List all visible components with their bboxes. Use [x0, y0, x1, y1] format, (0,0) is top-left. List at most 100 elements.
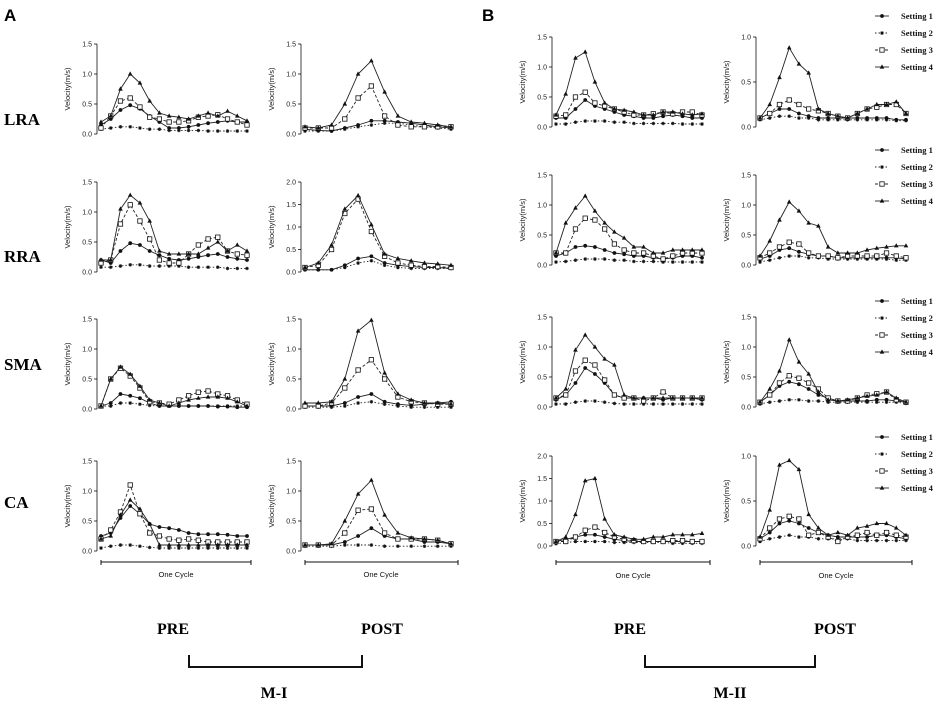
data-point — [893, 395, 899, 400]
data-point — [563, 112, 569, 118]
data-point — [573, 120, 578, 124]
legend-label: Setting 2 — [901, 449, 933, 459]
data-point — [865, 400, 869, 404]
data-point — [680, 395, 685, 400]
data-point — [758, 539, 762, 544]
data-point — [435, 537, 441, 542]
y-tick-label: 1.5 — [286, 458, 296, 465]
data-point — [215, 234, 221, 240]
legend-marker — [880, 165, 884, 169]
chart-sma-pre-m1: 0.0 0.5 1.0 1.5 Velocity(m/s) — [63, 316, 250, 413]
series-line — [759, 399, 907, 405]
data-point — [582, 527, 588, 533]
data-point — [147, 530, 153, 536]
legend-marker — [879, 64, 885, 69]
data-point — [874, 101, 880, 107]
data-point — [186, 536, 192, 542]
data-point — [884, 520, 889, 526]
y-tick-label: 0.5 — [286, 101, 296, 108]
series-setting-4 — [757, 337, 909, 404]
data-point — [903, 110, 909, 116]
data-point — [369, 222, 374, 227]
series-line — [305, 359, 451, 407]
data-point — [884, 389, 889, 394]
data-point — [671, 260, 675, 264]
data-point — [699, 530, 705, 535]
data-point — [767, 101, 773, 107]
data-point — [167, 546, 171, 550]
data-point — [382, 370, 387, 375]
data-point — [592, 362, 598, 368]
data-point — [329, 122, 334, 127]
data-point — [147, 397, 152, 402]
data-point — [156, 257, 163, 263]
y-tick-label: 0.0 — [82, 548, 92, 555]
data-point — [825, 244, 831, 249]
legend-item: Setting 3 — [875, 179, 933, 189]
data-point — [137, 80, 143, 85]
data-point — [806, 526, 811, 530]
data-point — [157, 248, 162, 253]
series-line — [100, 97, 248, 129]
data-point — [448, 262, 454, 267]
data-point — [641, 259, 646, 264]
data-point — [806, 106, 812, 112]
data-point — [582, 357, 588, 363]
data-point — [893, 532, 899, 538]
data-point — [186, 393, 192, 399]
data-point — [206, 121, 210, 126]
data-point — [167, 256, 172, 261]
data-point — [825, 532, 831, 537]
data-point — [777, 217, 782, 222]
data-point — [234, 251, 240, 257]
data-point — [409, 266, 413, 271]
group-bracket-m1 — [188, 655, 363, 668]
data-point — [128, 401, 132, 405]
data-point — [700, 260, 704, 264]
data-point — [176, 542, 182, 547]
data-point — [631, 244, 637, 249]
data-point — [767, 537, 772, 541]
data-point — [448, 541, 454, 546]
y-axis-label: Velocity(m/s) — [722, 340, 731, 383]
y-tick-label: 0.5 — [741, 374, 751, 381]
data-point — [176, 528, 181, 532]
panel-label-a: A — [4, 6, 16, 25]
data-point — [369, 543, 374, 547]
data-point — [355, 71, 361, 76]
data-point — [118, 86, 123, 91]
data-point — [777, 399, 782, 403]
data-point — [776, 244, 783, 250]
data-point — [302, 124, 308, 129]
column-label-post-m1: POST — [361, 621, 403, 638]
series-setting-4 — [553, 49, 705, 117]
data-point — [329, 267, 334, 272]
y-axis-label: Velocity(m/s) — [722, 60, 731, 103]
data-point — [689, 532, 695, 537]
series-line — [556, 526, 702, 542]
cycle-bracket-m2-post: One Cycle — [759, 560, 913, 580]
data-point — [855, 118, 860, 122]
data-point — [641, 250, 647, 256]
data-point — [166, 119, 172, 125]
series-line — [100, 367, 248, 407]
data-point — [806, 116, 811, 120]
data-point — [797, 398, 801, 402]
y-tick-label: 0.5 — [82, 239, 92, 246]
data-point — [235, 266, 240, 271]
y-tick-label: 0.5 — [286, 247, 296, 254]
data-point — [660, 256, 666, 262]
data-point — [670, 247, 676, 252]
data-point — [884, 118, 889, 122]
y-tick-label: 1.5 — [741, 314, 751, 321]
data-point — [118, 392, 123, 396]
data-point — [355, 367, 361, 373]
data-point — [796, 375, 802, 381]
data-point — [186, 531, 191, 535]
data-point — [622, 258, 626, 262]
legend-item: Setting 2 — [875, 313, 933, 323]
data-point — [583, 98, 588, 102]
data-point — [593, 532, 597, 537]
data-point — [176, 114, 182, 119]
data-point — [108, 544, 113, 548]
